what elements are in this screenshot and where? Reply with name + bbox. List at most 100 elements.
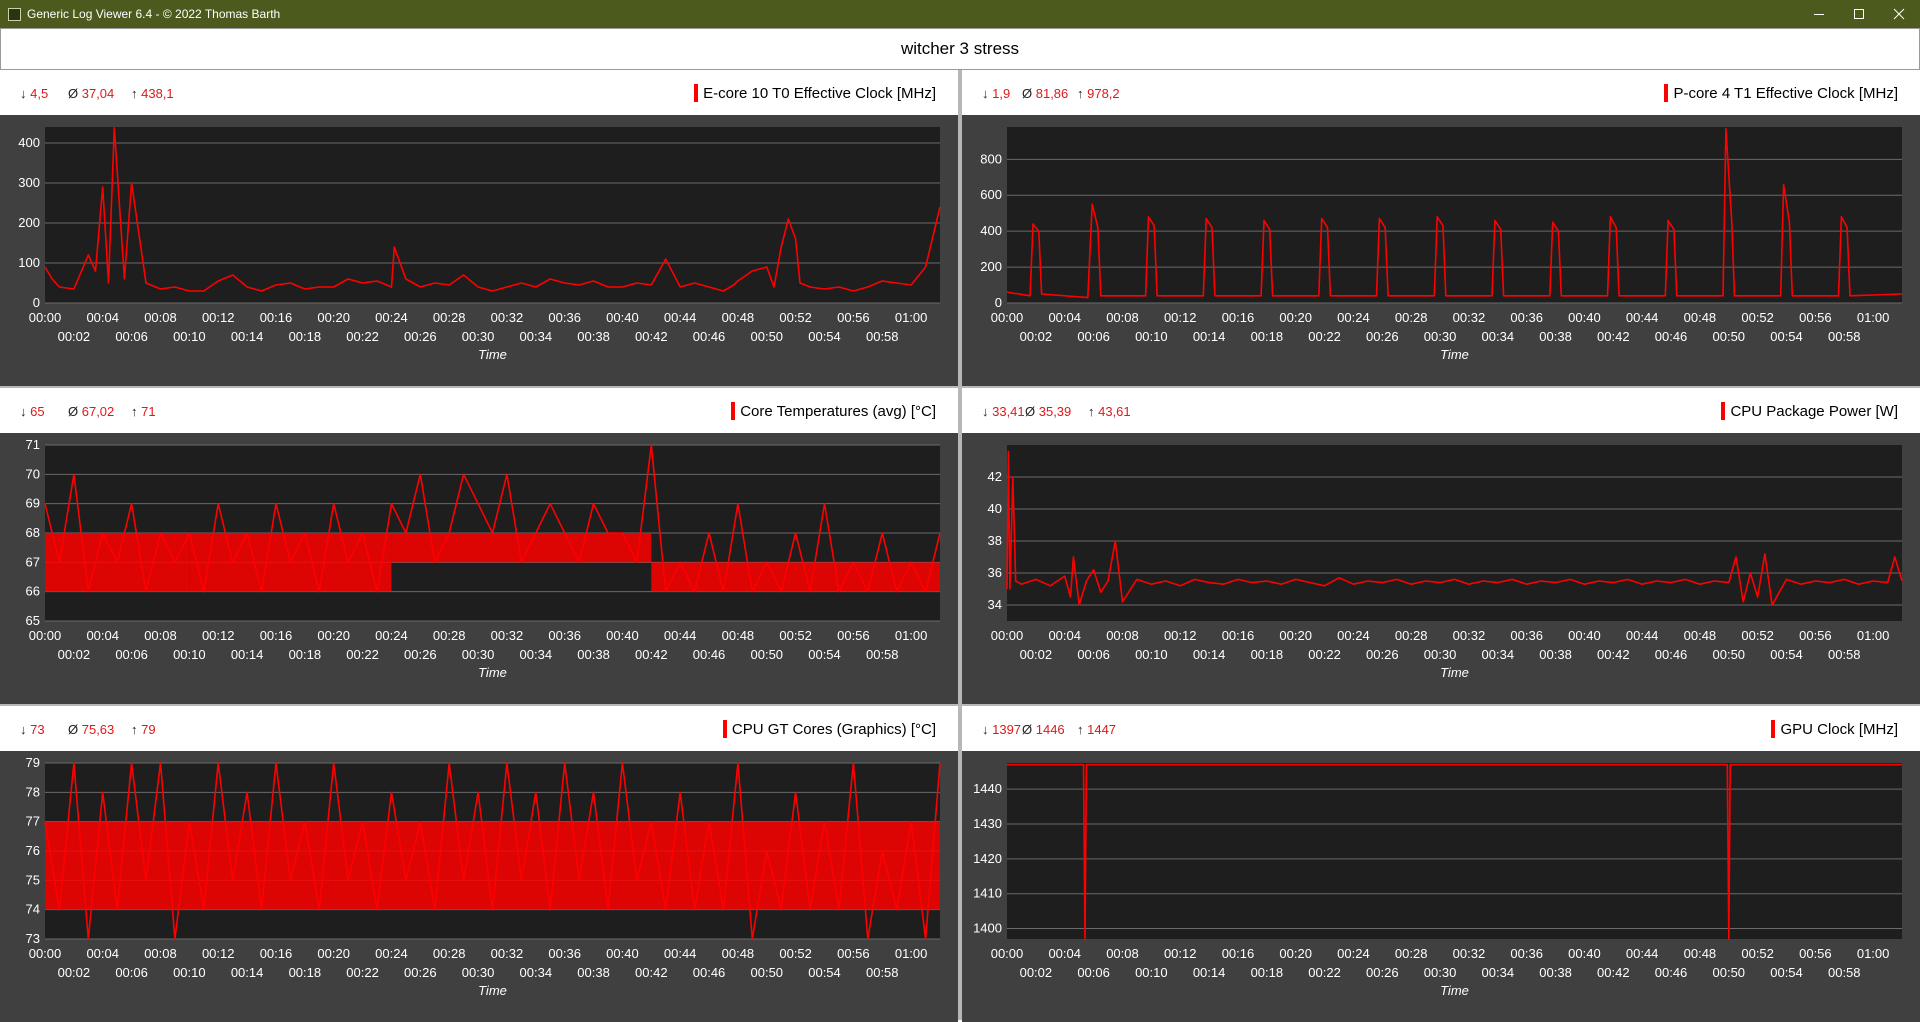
x-tick-label: 00:50: [1713, 965, 1746, 980]
y-tick-label: 1400: [973, 921, 1002, 936]
x-tick-label: 00:58: [866, 329, 899, 344]
app-icon: [8, 8, 21, 21]
stat-max: ↑ 79: [131, 722, 156, 737]
x-tick-label: 00:46: [1655, 965, 1688, 980]
x-axis-label: Time: [478, 347, 507, 362]
series-legend: CPU GT Cores (Graphics) [°C]: [722, 720, 936, 738]
x-tick-label: 00:42: [635, 965, 668, 980]
plot-frame[interactable]: 65 66 67 68 69 70 71 00:00 00:04 00:08 00:12 00:16 0…: [0, 433, 958, 704]
x-tick-label: 00:50: [751, 329, 784, 344]
x-tick-label: 00:06: [115, 329, 148, 344]
stat-avg: Ø 37,04: [68, 86, 114, 101]
y-tick-label: 200: [980, 259, 1002, 274]
x-tick-label: 00:04: [1048, 628, 1081, 643]
series-legend: E-core 10 T0 Effective Clock [MHz]: [694, 84, 936, 102]
stat-avg-value: 67,02: [78, 404, 115, 419]
close-button[interactable]: [1876, 0, 1920, 28]
stat-max: ↑ 438,1: [131, 86, 174, 101]
x-tick-label: 00:36: [548, 628, 581, 643]
stat-avg-value: 75,63: [78, 722, 115, 737]
y-tick-label: 75: [26, 872, 40, 887]
plot-frame[interactable]: 73 74 75 76 77 78 79 00:00 00:04 00:08 00:12 00:16 0…: [0, 751, 958, 1022]
x-tick-label: 00:50: [751, 965, 784, 980]
e-core-clock-chart[interactable]: 0 100 200 300 400 00:00 00:04 00:08 00:12 00:16 00…: [0, 115, 958, 386]
x-axis-label: Time: [1440, 983, 1469, 998]
document-header: witcher 3 stress: [0, 28, 1920, 70]
x-tick-label: 00:20: [1279, 628, 1312, 643]
x-tick-label: 00:28: [1395, 628, 1428, 643]
y-tick-label: 400: [18, 135, 40, 150]
x-tick-label: 00:30: [1424, 329, 1457, 344]
x-tick-label: 00:58: [866, 647, 899, 662]
legend-swatch: [722, 720, 727, 738]
y-tick-label: 34: [988, 597, 1002, 612]
x-tick-label: 00:14: [231, 965, 264, 980]
x-tick-label: 00:30: [462, 965, 495, 980]
x-tick-label: 00:16: [260, 946, 293, 961]
gpu-clock-panel: ↓ 1397 Ø 1446 ↑ 1447 GPU Clock [MHz] 1400 141…: [962, 706, 1920, 1022]
x-tick-label: 00:10: [1135, 329, 1168, 344]
x-tick-label: 00:52: [779, 310, 812, 325]
arrow-up-icon: ↑: [131, 404, 138, 419]
x-tick-label: 00:44: [664, 946, 697, 961]
x-tick-label: 00:28: [433, 946, 466, 961]
series-title: CPU GT Cores (Graphics) [°C]: [731, 720, 936, 738]
plot-frame[interactable]: 34 36 38 40 42 00:00 00:04 00:08 00:12 00:16 00:20…: [962, 433, 1920, 704]
x-tick-label: 00:08: [144, 310, 177, 325]
plot-frame[interactable]: 1400 1410 1420 1430 1440 00:00 00:04 00:08 00:12…: [962, 751, 1920, 1022]
maximize-icon: [1854, 9, 1864, 19]
x-tick-label: 00:18: [1251, 647, 1284, 662]
arrow-down-icon: ↓: [20, 722, 27, 737]
cpu-package-power-chart[interactable]: 34 36 38 40 42 00:00 00:04 00:08 00:12 00:16 00:20…: [962, 433, 1920, 704]
plot-frame[interactable]: 0 100 200 300 400 00:00 00:04 00:08 00:12 00:16 00…: [0, 115, 958, 386]
y-tick-label: 76: [26, 843, 40, 858]
series-title: Core Temperatures (avg) [°C]: [740, 402, 936, 420]
x-tick-label: 00:34: [1482, 965, 1515, 980]
x-tick-label: 00:50: [751, 647, 784, 662]
series-title: E-core 10 T0 Effective Clock [MHz]: [703, 84, 936, 102]
x-tick-label: 00:04: [1048, 310, 1081, 325]
panel-header: ↓ 1397 Ø 1446 ↑ 1447 GPU Clock [MHz]: [962, 706, 1920, 751]
minimize-button[interactable]: [1796, 0, 1842, 28]
maximize-button[interactable]: [1836, 0, 1882, 28]
core-temperature-chart[interactable]: 65 66 67 68 69 70 71 00:00 00:04 00:08 00:12 00:16 0…: [0, 433, 958, 704]
stat-max-value: 79: [137, 722, 156, 737]
x-tick-label: 00:12: [1164, 628, 1197, 643]
x-tick-label: 00:54: [808, 965, 841, 980]
x-tick-label: 00:00: [991, 946, 1024, 961]
x-tick-label: 00:06: [1077, 647, 1110, 662]
gt-core-temperature-chart[interactable]: 73 74 75 76 77 78 79 00:00 00:04 00:08 00:12 00:16 0…: [0, 751, 958, 1022]
y-tick-label: 1420: [973, 851, 1002, 866]
x-tick-label: 00:12: [1164, 946, 1197, 961]
x-tick-label: 00:08: [1106, 310, 1139, 325]
stat-min-value: 1397: [988, 722, 1022, 737]
y-tick-label: 79: [26, 755, 40, 770]
x-tick-label: 00:32: [491, 946, 524, 961]
stat-avg-value: 35,39: [1035, 404, 1072, 419]
arrow-up-icon: ↑: [131, 86, 138, 101]
series-line: [1007, 763, 1902, 940]
p-core-clock-panel: ↓ 1,9 Ø 81,86 ↑ 978,2 P-core 4 T1 Effective…: [962, 70, 1920, 386]
x-tick-label: 00:52: [779, 946, 812, 961]
plot-frame[interactable]: 0 200 400 600 800 00:00 00:04 00:08 00:12 00:16 00…: [962, 115, 1920, 386]
series-line: [1006, 128, 1903, 299]
x-tick-label: 00:42: [635, 647, 668, 662]
x-tick-label: 00:26: [1366, 329, 1399, 344]
stat-max: ↑ 978,2: [1077, 86, 1120, 101]
stat-avg: Ø 67,02: [68, 404, 114, 419]
x-tick-label: 00:06: [115, 965, 148, 980]
stat-max: ↑ 1447: [1077, 722, 1116, 737]
p-core-clock-chart[interactable]: 0 200 400 600 800 00:00 00:04 00:08 00:12 00:16 00…: [962, 115, 1920, 386]
y-tick-label: 200: [18, 215, 40, 230]
x-tick-label: 00:40: [606, 310, 639, 325]
x-tick-label: 00:46: [693, 329, 726, 344]
arrow-down-icon: ↓: [20, 86, 27, 101]
y-tick-label: 38: [988, 533, 1002, 548]
x-tick-label: 00:16: [1222, 628, 1255, 643]
x-tick-label: 00:46: [693, 965, 726, 980]
x-tick-label: 00:18: [289, 647, 322, 662]
x-tick-label: 00:30: [1424, 647, 1457, 662]
x-tick-label: 00:14: [231, 647, 264, 662]
gpu-clock-chart[interactable]: 1400 1410 1420 1430 1440 00:00 00:04 00:08 00:12…: [962, 751, 1920, 1022]
x-tick-label: 00:22: [1308, 647, 1341, 662]
